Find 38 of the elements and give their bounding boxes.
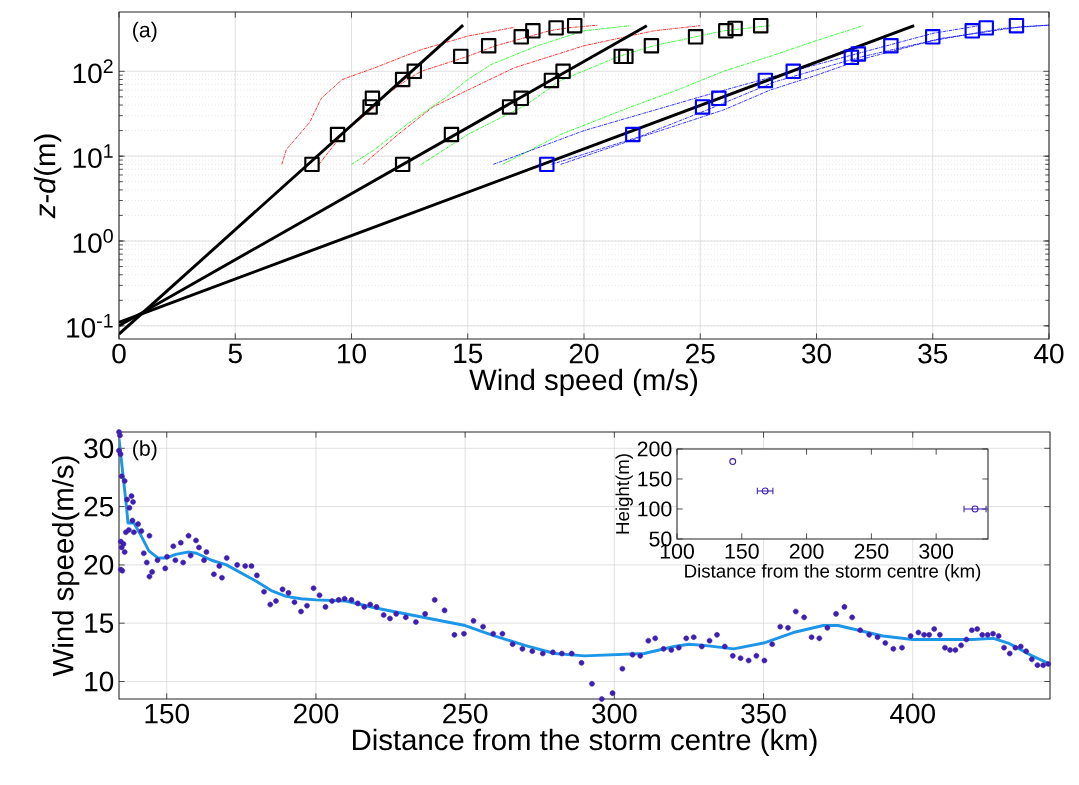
- x-tick-label: 10: [338, 343, 366, 364]
- x-tick-label: 250: [443, 703, 488, 724]
- x-tick-label: 350: [741, 703, 786, 724]
- y-tick-label: 10$^{0}$: [73, 229, 113, 253]
- annotation: (a): [133, 21, 157, 42]
- y-tick-label: 10$^{2}$: [73, 59, 113, 84]
- x-tick-label: 35: [918, 343, 948, 364]
- y-tick-label: 100: [638, 501, 672, 517]
- y-tick-label: 150: [638, 471, 672, 487]
- y-tick-label: 10$^{-1}$: [67, 313, 113, 338]
- x-axis-title: Wind speed (m/s): [469, 368, 698, 397]
- y-axis-title: Wind speed(m/s): [51, 456, 80, 677]
- x-tick-label: 300: [919, 543, 954, 559]
- x-axis-title: Distance from the storm centre (km): [353, 728, 817, 756]
- x-tick-label: 400: [890, 703, 935, 724]
- x-tick-label: 0: [112, 343, 126, 364]
- y-tick-label: 15: [85, 613, 114, 633]
- y-tick-label: 30: [84, 438, 114, 459]
- x-tick-label: 20: [569, 343, 599, 364]
- x-tick-label: 200: [293, 703, 339, 724]
- x-tick-label: 25: [686, 343, 715, 364]
- y-tick-label: 200: [637, 441, 672, 457]
- x-tick-label: 30: [801, 343, 831, 364]
- y-tick-label: 10: [85, 671, 114, 692]
- y-tick-label: 25: [84, 496, 114, 517]
- x-axis-title: Distance from the storm centre (km): [685, 563, 981, 582]
- y-tick-label: 10$^{1}$: [73, 144, 113, 169]
- x-tick-label: 5: [228, 343, 242, 364]
- x-tick-label: 150: [145, 703, 189, 724]
- x-tick-label: 300: [592, 703, 637, 724]
- x-tick-label: 40: [1034, 343, 1064, 364]
- x-tick-label: 15: [454, 343, 483, 364]
- annotation: (b): [133, 440, 157, 461]
- x-tick-label: 250: [854, 543, 889, 559]
- x-tick-label: 200: [789, 543, 824, 559]
- x-tick-label: 150: [725, 543, 759, 559]
- y-axis-title: Height(m): [615, 454, 633, 534]
- y-axis-title: z-d(m): [33, 134, 62, 219]
